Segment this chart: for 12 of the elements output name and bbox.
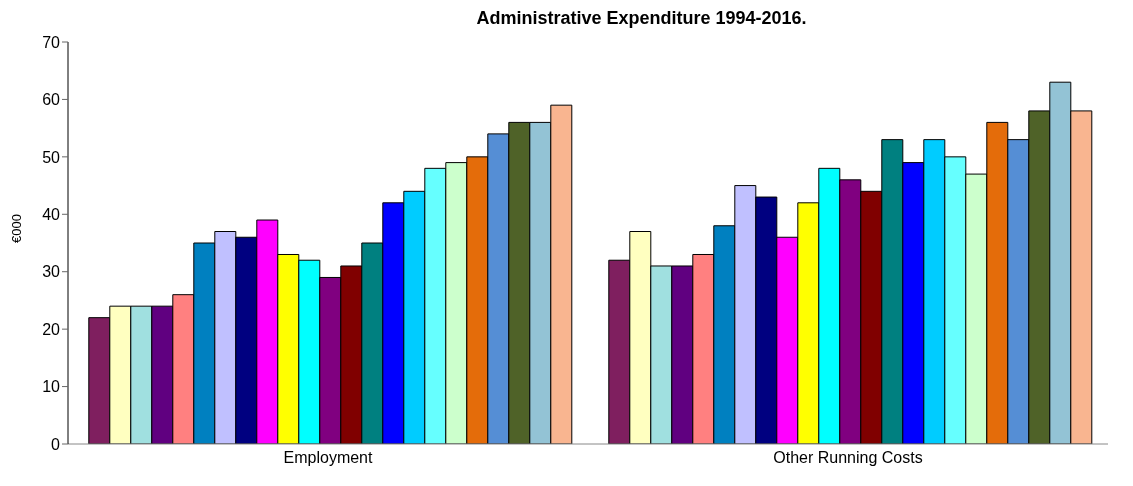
y-tick-label: 50 <box>42 148 61 166</box>
y-tick-label: 40 <box>42 205 61 223</box>
y-tick-label: 0 <box>51 435 61 453</box>
y-tick-label: 70 <box>42 33 61 51</box>
y-tick-label: 30 <box>42 263 61 281</box>
chart-title: Administrative Expenditure 1994-2016. <box>475 8 808 30</box>
y-axis-title: €000 <box>8 214 24 243</box>
y-tick-label: 20 <box>42 320 61 338</box>
y-tick-label: 60 <box>42 91 61 109</box>
x-tick-label: Other Running Costs <box>773 449 923 467</box>
y-tick-label: 10 <box>42 378 61 396</box>
x-tick-label: Employment <box>283 449 374 467</box>
